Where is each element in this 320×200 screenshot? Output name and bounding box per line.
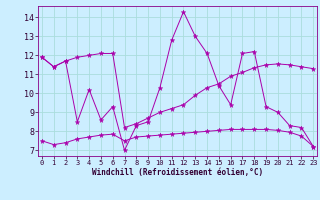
X-axis label: Windchill (Refroidissement éolien,°C): Windchill (Refroidissement éolien,°C) <box>92 168 263 177</box>
